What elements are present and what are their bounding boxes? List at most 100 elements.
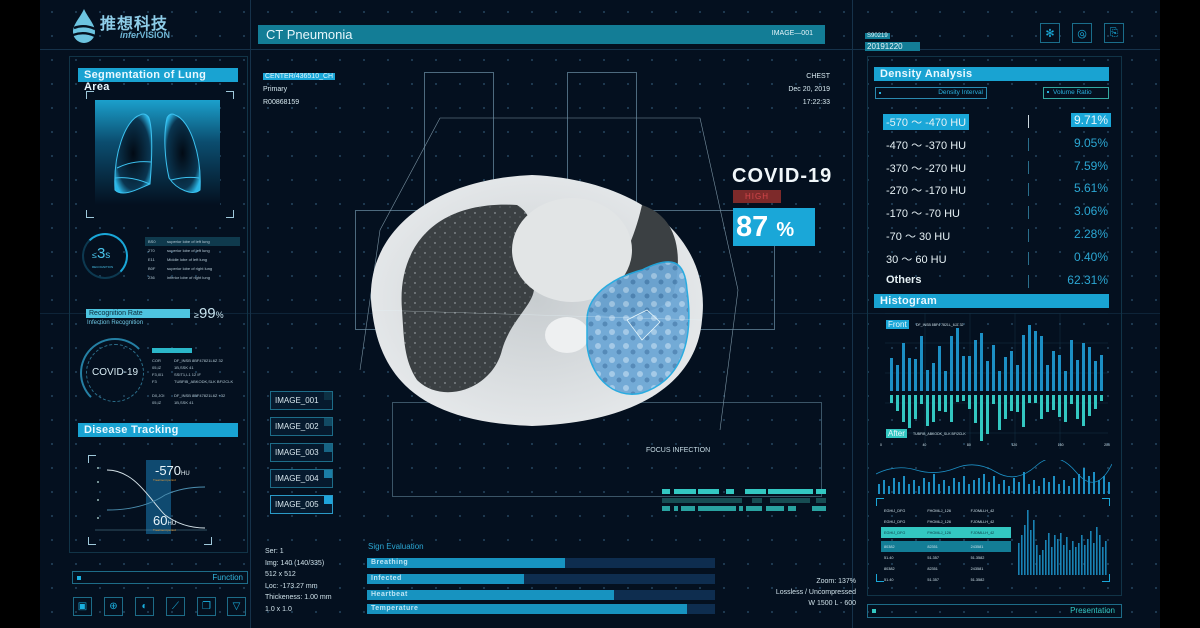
recognition-rate-value: ≥99% (194, 305, 224, 322)
sign-bar-heartbeat: Heartbeat (367, 590, 715, 600)
histogram-x-ticks: 0 40 80 120 160 200 (880, 443, 1110, 447)
density-row[interactable]: Others 62.31% (886, 272, 1108, 288)
density-row[interactable]: -70 ～ 30 HU 2.28% (886, 226, 1108, 243)
density-row[interactable]: 30 ～ 60 HU 0.40% (886, 249, 1108, 266)
compass-button[interactable]: ◎ (1072, 23, 1092, 43)
lobe-row[interactable]: B0F superior lobe of right lung (148, 266, 213, 271)
zoom-icon: ⊕ (109, 601, 118, 612)
table-row[interactable]: EGHIJ_DFG FHOMLJ_126 FJOMLLH_42 (881, 527, 1011, 538)
ct-scan-image[interactable] (342, 160, 720, 435)
image-item[interactable]: IMAGE_003 (270, 443, 333, 462)
image-item[interactable]: IMAGE_004 (270, 469, 333, 488)
frame-corner (876, 574, 884, 582)
filter-tool-button[interactable]: ▽ (227, 597, 246, 616)
patient-id: R00868159 (263, 99, 300, 106)
volume-ratio-tab[interactable]: Volume Ratio (1043, 87, 1109, 99)
series-info: Ser: 1 Img: 140 (140/335) 512 x 512 Loc:… (265, 546, 332, 615)
contrast-icon: ◐ (141, 601, 148, 612)
covid-details: COR DF_INSB 8BF47821L6Z 32 05,IZ 1B,SSK 41… (152, 358, 237, 407)
focus-infection-label: FOCUS INFECTION (646, 447, 711, 454)
frame-corner (1102, 498, 1110, 506)
dashboard-screen: 推想科技 inferVISION CT Pneumonia IMAGE—001 … (40, 0, 1160, 628)
density-row[interactable]: -470 ～ -370 HU 9.05% (886, 135, 1108, 152)
frame-corner (86, 210, 94, 218)
layers-icon: ❐ (202, 601, 211, 612)
divider (852, 0, 853, 628)
left-panel-frame (69, 56, 248, 553)
right-panel-frame (867, 56, 1122, 596)
layers-tool-button[interactable]: ❐ (197, 597, 216, 616)
study-id-small: S90219 (865, 33, 890, 39)
image-item[interactable]: IMAGE_002 (270, 417, 333, 436)
histogram-title: Histogram (874, 294, 1109, 308)
slice-thickness: Thickeness: 1.00 mm (265, 594, 332, 601)
table-row[interactable]: 51.40 51.357 51.3582 (884, 555, 985, 560)
zoom-tool-button[interactable]: ⊕ (104, 597, 123, 616)
sign-bar-breathing: Breathing (367, 558, 715, 568)
risk-badge: HIGH (733, 190, 781, 203)
histogram-front-caption: DF_INSB 8BF4 7821L_6JZ 32 (916, 323, 964, 327)
table-row[interactable]: EGHIJ_DFG FHOMLJ_126 FJOMLLH_42 (884, 519, 995, 524)
image-list: IMAGE_001 IMAGE_002 IMAGE_003 IMAGE_004 … (270, 391, 333, 521)
zoom-level: Zoom: 137% (816, 578, 856, 585)
covid-widget-tag (152, 348, 192, 353)
divider (250, 0, 251, 628)
pixel-spacing: 1.0 x 1.0 (265, 605, 292, 613)
table-row[interactable]: EGHIJ_DFG FHOMLJ_126 FJOMLLH_42 (884, 508, 995, 513)
covid-detail-row: 05,IZ 1B,SSK 41 (152, 365, 194, 370)
tracking-value-bottom: 60HU (153, 513, 177, 528)
window-tool-button[interactable]: ▣ (73, 597, 92, 616)
tracking-sub-top: Treatment period (153, 478, 176, 482)
droplet-logo-icon (72, 9, 96, 43)
image-dimensions: 512 x 512 (265, 571, 296, 578)
density-row[interactable]: -270 ～ -170 HU 5.61% (886, 181, 1108, 198)
density-row[interactable]: -370 ～ -270 HU 7.59% (886, 158, 1108, 175)
disease-tracking-title: Disease Tracking (78, 423, 238, 437)
probability-box: 87 % (733, 208, 815, 246)
sign-evaluation-title: Sign Evaluation (368, 542, 424, 551)
density-row[interactable]: -170 ～ -70 HU 3.06% (886, 204, 1108, 221)
gear-icon: ✻ (1045, 27, 1055, 40)
ruler-tool-button[interactable]: ⟋ (166, 597, 185, 616)
compass-icon: ◎ (1077, 27, 1087, 40)
lobe-row[interactable]: E11 Middle lobe of left lung (148, 257, 208, 262)
contrast-tool-button[interactable]: ◐ (135, 597, 154, 616)
study-time: 17:22:33 (802, 99, 830, 106)
settings-button[interactable]: ✻ (1040, 23, 1060, 43)
lobe-row[interactable]: 270 superior lobe of left lung (148, 248, 210, 253)
presentation-bar[interactable]: Presentation (867, 604, 1122, 618)
waveform-chart (876, 460, 1112, 494)
brand-name-cn: 推想科技 (100, 16, 169, 33)
study-date: Dec 20, 2019 (788, 86, 830, 93)
spectrum-chart (1018, 510, 1107, 575)
image-index: Img: 140 (140/335) (265, 559, 325, 567)
lung-segmentation-image[interactable] (95, 100, 220, 205)
timer-value: ≤3s (92, 245, 111, 262)
function-bar[interactable]: Function (72, 571, 248, 584)
lobe-row[interactable]: BS0 superior lobe of left lung (145, 237, 240, 246)
density-analysis-title: Density Analysis (874, 67, 1109, 81)
table-row[interactable]: 80382 82351 243581 (884, 566, 984, 571)
covid-ring-outer (80, 338, 150, 408)
image-item[interactable]: IMAGE_001 (270, 391, 333, 410)
header-bar: CT Pneumonia IMAGE—001 (258, 25, 825, 44)
density-row[interactable]: -570 ～ -470 HU 9.71% (883, 110, 1115, 133)
body-part: CHEST (806, 73, 830, 80)
presentation-indicator (872, 609, 876, 613)
frame-corner (204, 537, 212, 545)
table-row[interactable]: 80382 82351 243581 (881, 541, 1011, 552)
table-row[interactable]: 51.40 51.357 51.3582 (884, 577, 985, 582)
density-interval-tab[interactable]: Density Interval (875, 87, 987, 99)
series-type: Primary (263, 86, 288, 93)
study-meta: CHEST Dec 20, 2019 17:22:33 (730, 70, 830, 109)
lobe-list: BS0 superior lobe of left lung 270 superio… (145, 237, 240, 282)
presentation-label: Presentation (1070, 606, 1115, 615)
sign-bar-infected: Infected (367, 574, 715, 584)
lobe-row[interactable]: 236 inferior lobe of right lung (148, 275, 210, 280)
image-item[interactable]: IMAGE_005 (270, 495, 333, 514)
frame-corner (226, 210, 234, 218)
clipboard-button[interactable]: ⎘ (1104, 23, 1124, 43)
window-icon: ▣ (77, 601, 88, 612)
function-label: Function (212, 573, 243, 582)
data-table: EGHIJ_DFG FHOMLJ_126 FJOMLLH_42 EGHIJ_DFG F… (881, 505, 1011, 585)
